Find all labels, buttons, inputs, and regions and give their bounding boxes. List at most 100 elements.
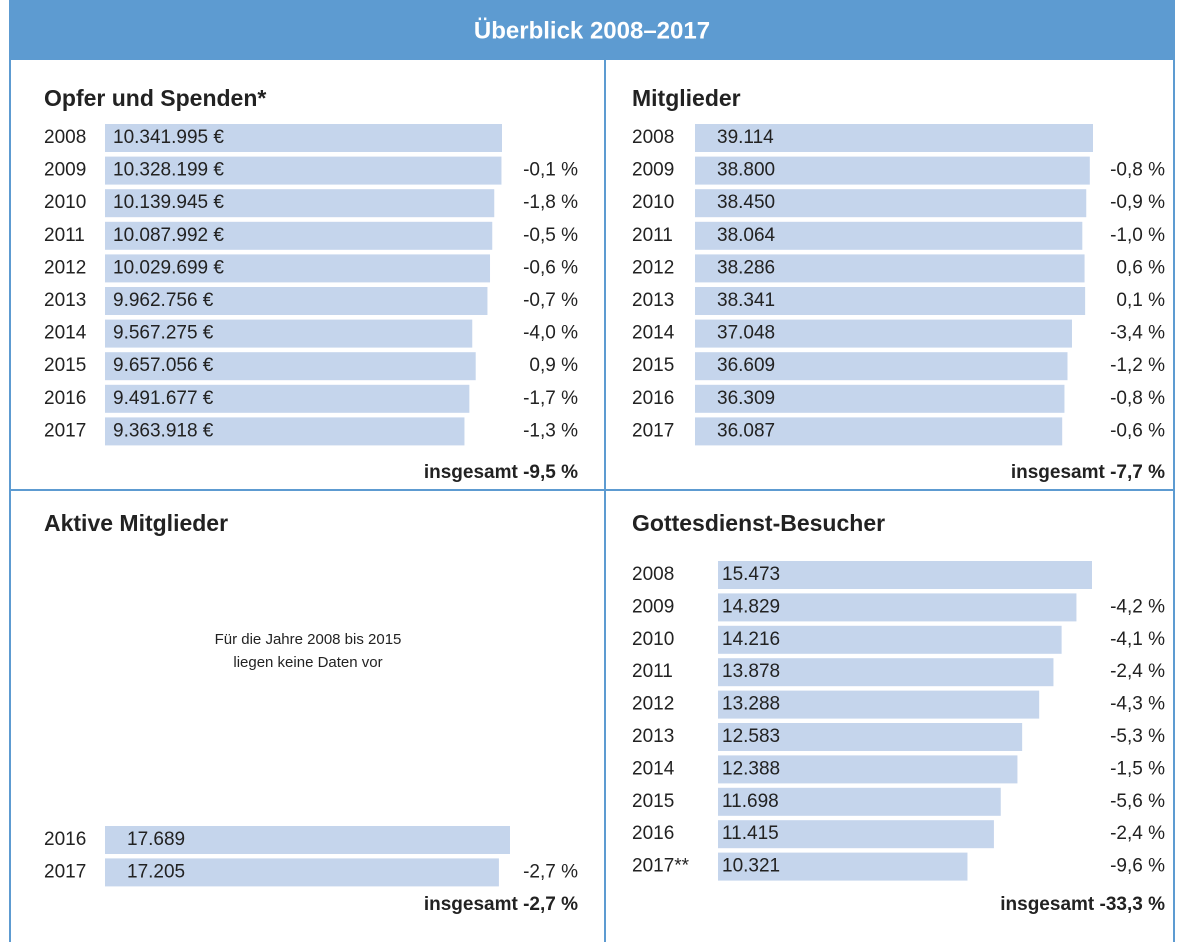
bar (718, 852, 968, 881)
value-label: 36.609 (717, 355, 775, 376)
year-label: 2015 (632, 791, 674, 812)
bar (105, 287, 488, 315)
change-label: -5,3 % (1110, 726, 1165, 747)
change-label: -3,4 % (1110, 323, 1165, 344)
year-label: 2014 (632, 323, 675, 344)
total-label: insgesamt -9,5 % (424, 462, 578, 483)
change-label: -2,4 % (1110, 823, 1165, 844)
value-label: 9.567.275 € (113, 323, 214, 344)
year-label: 2008 (632, 564, 674, 585)
bar (105, 254, 491, 283)
year-label: 2008 (632, 127, 674, 148)
change-label: -5,6 % (1110, 791, 1165, 812)
change-label: -2,7 % (523, 861, 578, 882)
bar (718, 593, 1077, 622)
change-label: -1,2 % (1110, 355, 1165, 376)
year-label: 2016 (632, 823, 674, 844)
year-label: 2011 (44, 225, 85, 246)
panel-title: Mitglieder (632, 85, 741, 111)
change-label: -4,2 % (1110, 596, 1165, 617)
bar (695, 156, 1090, 185)
bar (718, 690, 1040, 719)
year-label: 2011 (632, 225, 673, 246)
year-label: 2017 (44, 861, 86, 882)
panel-title: Aktive Mitglieder (44, 510, 228, 536)
year-label: 2010 (632, 192, 674, 213)
value-label: 10.321 (722, 856, 780, 877)
note: liegen keine Daten vor (233, 654, 382, 671)
value-label: 10.087.992 € (113, 225, 224, 246)
year-label: 2010 (632, 629, 674, 650)
year-label: 2017 (632, 420, 674, 441)
bar (105, 352, 476, 381)
value-label: 17.205 (127, 861, 185, 882)
change-label: -9,6 % (1110, 856, 1165, 877)
value-label: 11.698 (722, 791, 779, 812)
bar (695, 319, 1072, 348)
bar (105, 384, 470, 413)
total-label: insgesamt -2,7 % (424, 894, 578, 915)
change-label: -2,4 % (1110, 661, 1165, 682)
value-label: 10.328.199 € (113, 160, 224, 181)
bar (105, 417, 465, 446)
change-label: -4,3 % (1110, 694, 1165, 715)
value-label: 12.388 (722, 758, 780, 779)
change-label: -0,5 % (523, 225, 578, 246)
bar (695, 384, 1065, 413)
value-label: 10.139.945 € (113, 192, 224, 213)
change-label: -4,0 % (523, 323, 578, 344)
value-label: 17.689 (127, 829, 185, 850)
bar (695, 352, 1068, 381)
change-label: -0,8 % (1110, 160, 1165, 181)
bar (718, 658, 1054, 687)
change-label: -1,0 % (1110, 225, 1165, 246)
value-label: 9.962.756 € (113, 290, 214, 311)
year-label: 2015 (632, 355, 674, 376)
change-label: 0,9 % (529, 355, 578, 376)
bar (695, 124, 1093, 152)
change-label: -4,1 % (1110, 629, 1165, 650)
bar (105, 124, 502, 152)
year-label: 2013 (632, 726, 674, 747)
change-label: -1,8 % (523, 192, 578, 213)
change-label: -0,1 % (523, 160, 578, 181)
bar (105, 826, 510, 854)
value-label: 14.216 (722, 629, 780, 650)
value-label: 11.415 (722, 823, 779, 844)
total-label: insgesamt -33,3 % (1000, 894, 1165, 915)
year-label: 2008 (44, 127, 86, 148)
value-label: 38.286 (717, 257, 775, 278)
year-label: 2012 (44, 257, 86, 278)
bar (695, 287, 1086, 315)
year-label: 2016 (44, 388, 86, 409)
bar (718, 723, 1023, 751)
year-label: 2015 (44, 355, 86, 376)
value-label: 14.829 (722, 596, 780, 617)
bar (105, 221, 493, 250)
bar (718, 787, 1001, 816)
year-label: 2012 (632, 257, 674, 278)
bar (718, 625, 1062, 654)
bar (105, 319, 473, 348)
value-label: 38.341 (717, 290, 775, 311)
year-label: 2017 (44, 420, 86, 441)
change-label: 0,1 % (1116, 290, 1165, 311)
value-label: 38.064 (717, 225, 776, 246)
value-label: 37.048 (717, 323, 775, 344)
year-label: 2017** (632, 856, 690, 877)
year-label: 2011 (632, 661, 673, 682)
value-label: 36.309 (717, 388, 775, 409)
value-label: 9.491.677 € (113, 388, 214, 409)
change-label: -0,7 % (523, 290, 578, 311)
year-label: 2010 (44, 192, 86, 213)
panel-title: Opfer und Spenden* (44, 85, 266, 111)
change-label: -0,6 % (523, 257, 578, 278)
bar (105, 858, 499, 887)
change-label: -0,6 % (1110, 420, 1165, 441)
value-label: 39.114 (717, 127, 774, 148)
bar (105, 189, 495, 218)
bar (695, 254, 1085, 283)
value-label: 38.800 (717, 160, 775, 181)
change-label: -0,8 % (1110, 388, 1165, 409)
